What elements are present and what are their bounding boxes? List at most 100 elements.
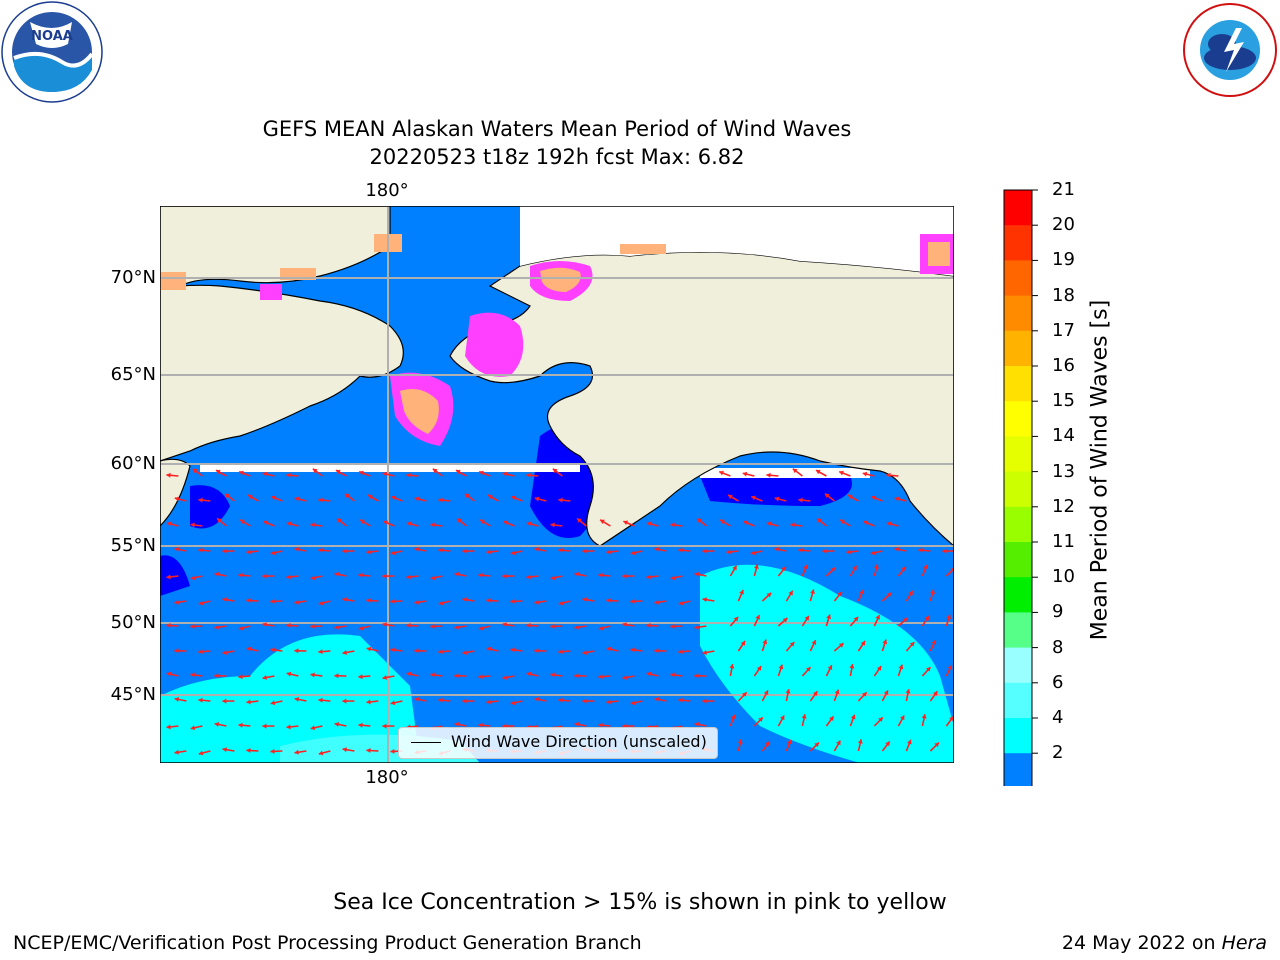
legend-line-sample xyxy=(411,742,441,743)
wave-direction-arrowhead xyxy=(455,469,461,475)
wave-direction-arrowhead xyxy=(214,571,220,577)
wave-direction-arrowhead xyxy=(582,548,587,554)
wave-direction-arrowhead xyxy=(646,623,651,629)
colorbar-tick-label: 10 xyxy=(1052,566,1075,588)
footer-date: 24 May 2022 on Hera xyxy=(1062,932,1267,954)
wave-direction-arrowhead xyxy=(558,547,563,553)
wave-direction-arrowhead xyxy=(829,716,834,722)
wave-direction-arrowhead xyxy=(670,672,675,678)
graticule xyxy=(160,206,954,763)
wave-direction-arrowhead xyxy=(886,472,891,478)
wave-direction-arrowhead xyxy=(310,623,315,629)
wave-direction-arrowhead xyxy=(781,566,786,572)
wave-direction-arrowhead xyxy=(582,597,587,603)
wave-direction-arrowhead xyxy=(166,724,171,730)
colorbar-segment xyxy=(1004,401,1032,437)
wave-direction-arrowhead xyxy=(246,699,251,705)
wind-wave-arrows xyxy=(166,468,954,756)
wave-direction-arrowhead xyxy=(930,589,935,594)
wave-direction-arrowhead xyxy=(729,664,735,669)
wave-direction-arrowhead xyxy=(366,646,372,652)
wave-direction-arrowhead xyxy=(382,471,388,477)
wave-direction-arrowhead xyxy=(462,698,467,704)
wave-direction-arrowhead xyxy=(786,739,792,745)
wave-direction-arrowhead xyxy=(486,646,492,652)
wave-direction-arrowhead xyxy=(366,748,371,754)
wave-direction-arrowhead xyxy=(454,673,459,679)
colorbar-tick-label: 21 xyxy=(1052,179,1075,200)
wave-direction-arrowhead xyxy=(863,520,869,526)
wave-direction-arrowhead xyxy=(908,590,913,596)
wave-direction-arrowhead xyxy=(750,550,756,556)
legend-label: Wind Wave Direction (unscaled) xyxy=(451,732,707,751)
wave-direction-arrowhead xyxy=(310,522,315,528)
wave-direction-arrowhead xyxy=(526,574,531,580)
wave-direction-arrowhead xyxy=(438,547,443,553)
wave-direction-arrowhead xyxy=(366,699,371,705)
wave-direction-arrowhead xyxy=(406,472,411,478)
wave-direction-arrowhead xyxy=(719,470,724,476)
colorbar-segment xyxy=(1004,718,1032,754)
wave-direction-arrowhead xyxy=(702,597,707,603)
wave-direction-arrowhead xyxy=(852,565,857,571)
wave-direction-arrowhead xyxy=(558,497,563,503)
wave-direction-arrowhead xyxy=(905,689,911,694)
wave-direction-arrowhead xyxy=(198,750,204,756)
wave-direction-arrowhead xyxy=(342,597,347,603)
sea-ice-chukchi-core xyxy=(540,267,581,292)
sea-ice-bering-core xyxy=(400,388,439,434)
wave-direction-arrowhead xyxy=(758,717,763,723)
period-zone-southeast xyxy=(700,564,954,763)
wave-direction-arrowhead xyxy=(728,494,733,500)
sea-ice-arctic-5 xyxy=(620,244,666,254)
wave-direction-arrowhead xyxy=(166,574,171,580)
wave-direction-arrowhead xyxy=(414,696,420,702)
wave-direction-arrowhead xyxy=(785,689,791,694)
wave-direction-arrowhead xyxy=(358,625,364,631)
wave-direction-arrowhead xyxy=(630,647,635,653)
wave-direction-arrowhead xyxy=(215,469,221,475)
wave-direction-arrowhead xyxy=(503,520,509,526)
wave-direction-arrowhead xyxy=(742,692,747,697)
period-zone-kamchatka xyxy=(190,485,230,529)
wave-direction-arrowhead xyxy=(550,575,556,581)
wave-direction-arrowhead xyxy=(670,623,675,629)
wave-direction-arrowhead xyxy=(488,494,493,500)
land-kamchatka xyxy=(160,458,191,527)
wave-direction-arrowhead xyxy=(837,591,843,597)
wave-direction-arrowhead xyxy=(526,623,531,629)
wave-direction-arrowhead xyxy=(552,468,558,474)
wave-direction-arrowhead xyxy=(838,643,844,648)
wave-direction-arrowhead xyxy=(478,722,483,728)
wave-direction-arrowhead xyxy=(286,671,292,677)
wave-direction-arrowhead xyxy=(763,690,769,696)
colorbar-tick-label: 9 xyxy=(1052,601,1064,623)
wave-direction-arrowhead xyxy=(740,640,746,646)
wave-direction-arrowhead xyxy=(646,521,652,527)
wave-direction-arrowhead xyxy=(198,600,204,606)
map-title: GEFS MEAN Alaskan Waters Mean Period of … xyxy=(262,117,852,141)
wave-direction-arrowhead xyxy=(950,567,954,573)
wave-direction-arrowhead xyxy=(630,550,636,556)
wave-direction-arrowhead xyxy=(574,624,579,630)
wave-direction-arrowhead xyxy=(318,750,324,756)
wave-direction-arrowhead xyxy=(438,649,443,655)
wave-direction-arrowhead xyxy=(839,470,844,476)
wave-direction-arrowhead xyxy=(454,721,460,727)
wave-direction-arrowhead xyxy=(550,672,555,678)
wave-direction-arrowhead xyxy=(934,742,939,748)
colorbar-tick-label: 15 xyxy=(1052,390,1075,412)
wave-direction-arrowhead xyxy=(174,696,180,702)
wave-direction-arrowhead xyxy=(390,700,396,706)
wave-direction-arrowhead xyxy=(850,714,856,720)
map-subtitle: 20220523 t18z 192h fcst Max: 6.82 xyxy=(369,145,745,169)
wave-direction-arrowhead xyxy=(510,700,516,706)
wave-direction-arrowhead xyxy=(526,671,532,677)
wave-direction-arrowhead xyxy=(702,548,707,554)
wave-direction-arrowhead xyxy=(271,495,276,501)
lat-label-55: 55°N xyxy=(110,535,156,556)
lon-label-top: 180° xyxy=(365,180,409,201)
wave-direction-arrowhead xyxy=(646,574,651,580)
wave-direction-arrowhead xyxy=(606,549,611,555)
colorbar-tick-label: 17 xyxy=(1052,319,1075,341)
